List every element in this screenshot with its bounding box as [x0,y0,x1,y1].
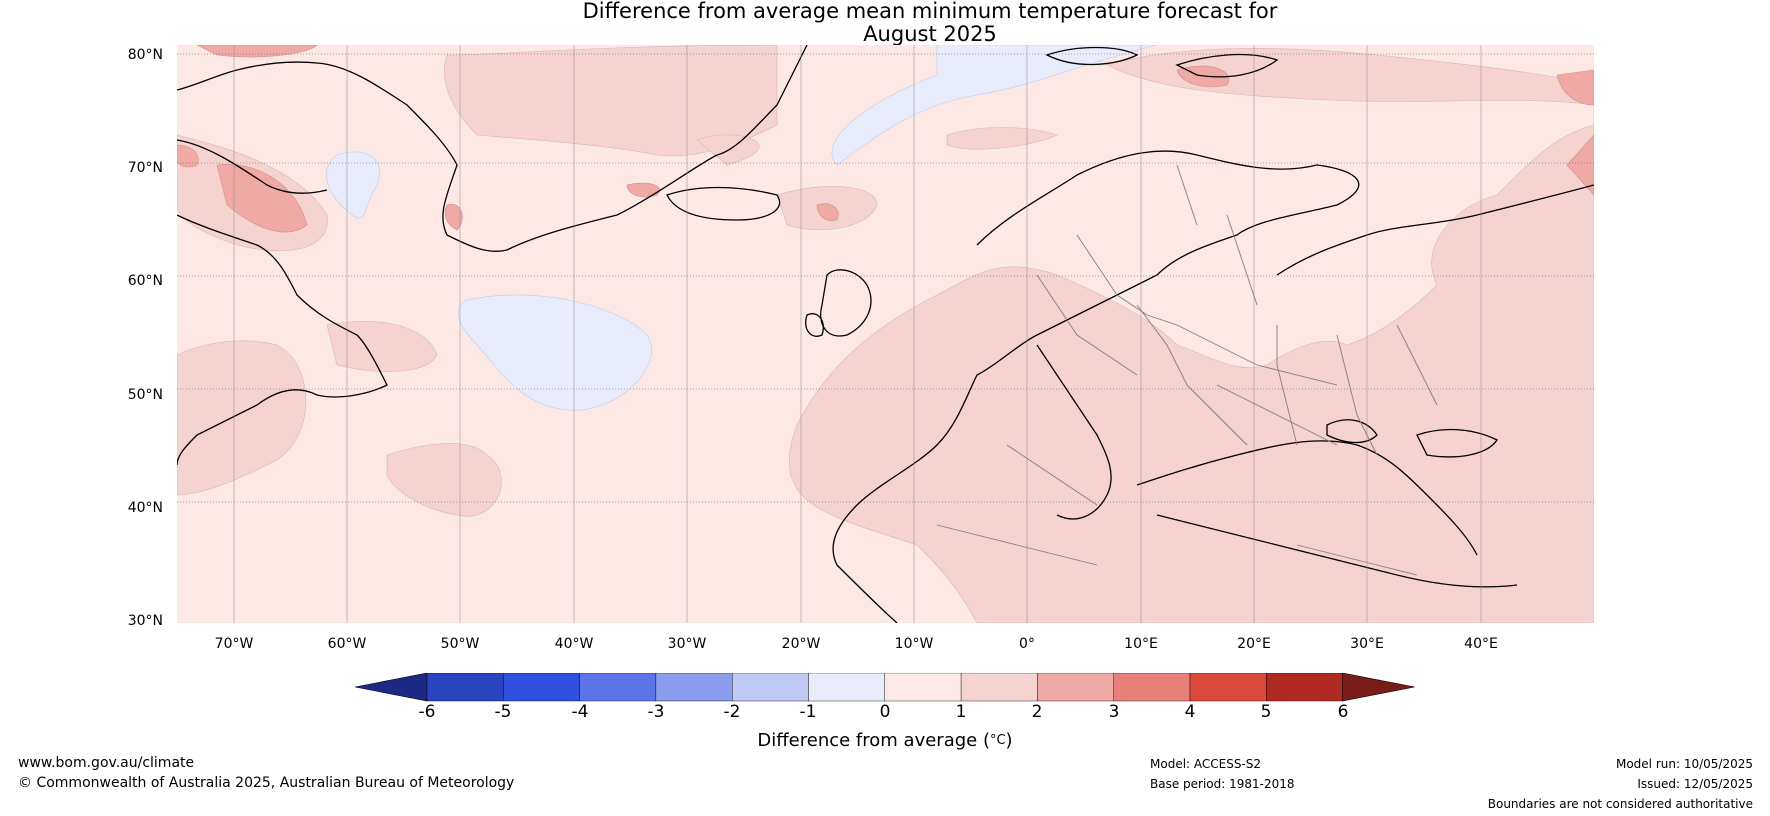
longitude-gridlines [233,45,1482,623]
lat-label: 60°N [127,273,163,289]
coastlines [177,45,1594,623]
footer-copyright: © Commonwealth of Australia 2025, Austra… [18,775,515,791]
lon-label: 30°E [1350,636,1384,652]
lon-label: 60°W [327,636,367,652]
colorbar-tick: 4 [1184,702,1196,722]
map-title: Difference from average mean minimum tem… [230,0,1630,46]
anomaly-2-3-regions [177,45,1594,233]
lon-label: 50°W [440,636,480,652]
lon-label: 40°E [1464,636,1498,652]
colorbar-tick: -5 [494,702,512,722]
colorbar-cell [1189,673,1267,702]
colorbar-cell [808,673,886,702]
colorbar-tick: 1 [955,702,967,722]
map-svg [177,45,1594,623]
colorbar-label-text: Difference from average ( [757,730,990,751]
anomaly-neg1-0-regions [326,45,1158,411]
footer-website[interactable]: www.bom.gov.au/climate [18,755,195,771]
colorbar-tick: 2 [1031,702,1043,722]
lon-label: 70°W [214,636,254,652]
colorbar-tick: 5 [1260,702,1272,722]
lat-label: 50°N [127,387,163,403]
colorbar-tick: -6 [418,702,436,722]
lon-label: 0° [1019,636,1035,652]
colorbar-cell [426,673,504,702]
colorbar-tick: 0 [879,702,891,722]
footer-model-run: Model run: 10/05/2025 [1615,757,1753,771]
lat-label: 40°N [127,500,163,516]
colorbar-label-unit: °C [989,733,1006,748]
footer-base-period: Base period: 1981-2018 [1150,777,1295,791]
lat-label: 30°N [127,613,163,629]
colorbar-label: Difference from average (°C) [0,730,1770,751]
colorbar [355,673,1415,702]
colorbar-tick: -1 [799,702,817,722]
colorbar-cell [960,673,1038,702]
colorbar-cell [1113,673,1191,702]
footer-issued: Issued: 12/05/2025 [1637,777,1753,791]
colorbar-tick: -3 [647,702,665,722]
lat-label: 80°N [127,47,163,63]
title-line-1: Difference from average mean minimum tem… [582,0,1278,23]
lon-label: 20°W [781,636,821,652]
colorbar-extend-low [355,673,428,702]
colorbar-label-end: ) [1005,730,1013,751]
country-borders [936,164,1438,576]
lon-label: 30°W [667,636,707,652]
colorbar-tick: -4 [571,702,589,722]
colorbar-cell [655,673,733,702]
lat-label: 70°N [127,160,163,176]
colorbar-cells [355,673,1415,702]
colorbar-cell [1037,673,1114,702]
lon-label: 10°E [1124,636,1158,652]
colorbar-tick: 6 [1337,702,1349,722]
colorbar-tick: -2 [723,702,741,722]
colorbar-extend-high [1342,673,1415,702]
title-line-2: August 2025 [863,22,997,46]
footer-boundaries: Boundaries are not considered authoritat… [1487,797,1753,811]
lon-label: 20°E [1237,636,1271,652]
lon-label: 10°W [894,636,934,652]
colorbar-tick: 3 [1108,702,1120,722]
latitude-gridlines [177,53,1594,503]
colorbar-cell [732,673,809,702]
anomaly-map [177,45,1594,623]
anomaly-1-2-regions [177,45,1594,623]
colorbar-cell [503,673,580,702]
lon-label: 40°W [554,636,594,652]
footer-model: Model: ACCESS-S2 [1150,757,1262,771]
colorbar-cell [1266,673,1343,702]
colorbar-cell [579,673,657,702]
colorbar-cell [884,673,962,702]
